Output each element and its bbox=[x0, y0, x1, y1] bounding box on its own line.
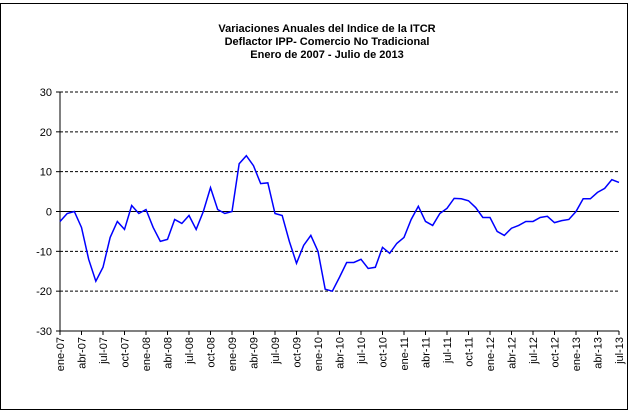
chart-title: Deflactor IPP- Comercio No Tradicional bbox=[225, 36, 430, 48]
x-tick-label: abr-11 bbox=[421, 337, 433, 368]
x-tick-label: oct-09 bbox=[292, 337, 304, 368]
x-tick-label: abr-09 bbox=[249, 337, 261, 369]
x-tick-label: ene-09 bbox=[227, 337, 239, 371]
x-tick-label: ene-11 bbox=[399, 337, 411, 370]
x-tick-label: abr-07 bbox=[77, 337, 89, 369]
x-tick-label: jul-12 bbox=[528, 337, 540, 365]
x-tick-label: oct-11 bbox=[464, 337, 476, 367]
x-tick-label: abr-12 bbox=[507, 337, 519, 369]
x-tick-label: abr-08 bbox=[163, 337, 175, 369]
y-tick-label: 30 bbox=[40, 87, 52, 99]
y-tick-label: 20 bbox=[40, 127, 52, 139]
x-tick-label: jul-13 bbox=[614, 337, 626, 365]
x-tick-label: jul-11 bbox=[442, 337, 454, 364]
x-tick-label: oct-10 bbox=[378, 337, 390, 368]
x-tick-label: jul-08 bbox=[184, 337, 196, 365]
y-tick-label: -20 bbox=[36, 286, 52, 298]
x-tick-label: ene-07 bbox=[55, 337, 67, 371]
chart-title: Enero de 2007 - Julio de 2013 bbox=[250, 49, 403, 61]
x-tick-label: oct-08 bbox=[206, 337, 218, 368]
x-tick-label: jul-07 bbox=[98, 337, 110, 365]
x-tick-label: ene-13 bbox=[571, 337, 583, 371]
y-tick-label: -10 bbox=[36, 246, 52, 258]
y-tick-label: 0 bbox=[46, 207, 52, 219]
x-tick-label: ene-10 bbox=[313, 337, 325, 371]
x-tick-label: oct-07 bbox=[120, 337, 132, 368]
x-tick-label: abr-13 bbox=[593, 337, 605, 369]
x-tick-label: oct-12 bbox=[550, 337, 562, 368]
y-tick-label: 10 bbox=[40, 167, 52, 179]
x-tick-label: ene-12 bbox=[485, 337, 497, 371]
y-tick-label: -30 bbox=[36, 326, 52, 338]
chart-title: Variaciones Anuales del Indice de la ITC… bbox=[218, 23, 435, 35]
x-tick-label: ene-08 bbox=[141, 337, 153, 371]
chart-frame bbox=[0, 3, 628, 410]
x-tick-label: abr-10 bbox=[335, 337, 347, 369]
x-tick-label: jul-09 bbox=[270, 337, 282, 365]
data-line bbox=[59, 154, 620, 293]
x-tick-label: jul-10 bbox=[356, 337, 368, 365]
